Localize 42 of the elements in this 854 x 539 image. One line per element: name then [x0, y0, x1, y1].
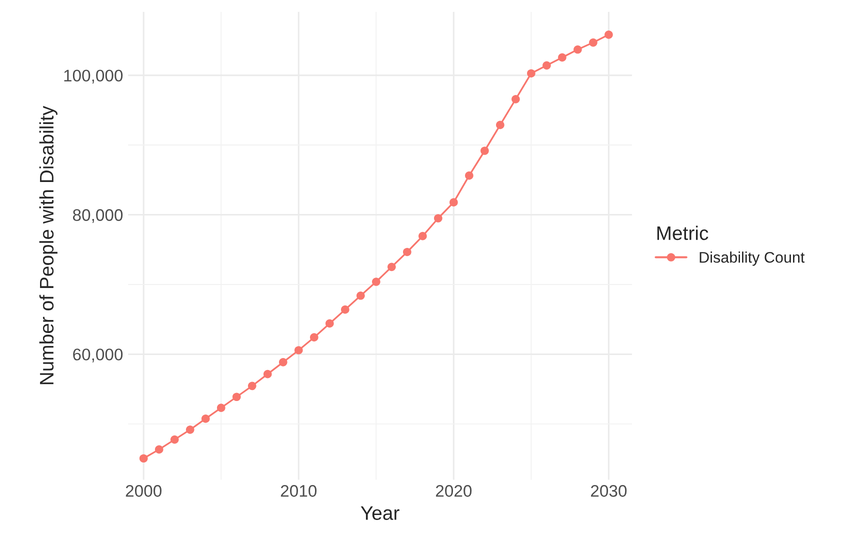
point — [356, 291, 365, 300]
point — [154, 445, 164, 454]
point — [465, 171, 474, 180]
point — [216, 404, 226, 412]
point — [604, 30, 613, 39]
point — [450, 198, 458, 207]
point — [186, 425, 194, 434]
x-tick-label: 2030 — [591, 485, 627, 497]
point — [201, 414, 210, 423]
legend-label: Disability Count — [700, 252, 805, 266]
y-tick-label: 60,000 — [73, 348, 123, 362]
point — [512, 94, 520, 104]
point — [387, 262, 396, 272]
point — [232, 392, 241, 402]
point — [542, 61, 551, 70]
point — [340, 305, 350, 314]
point — [418, 232, 427, 240]
point — [310, 333, 318, 342]
point — [480, 146, 489, 155]
point — [170, 435, 179, 444]
point — [139, 454, 148, 463]
point — [527, 69, 536, 78]
x-tick-label: 2000 — [126, 485, 162, 497]
point — [574, 45, 582, 54]
x-tick-label: 2020 — [436, 485, 472, 497]
y-axis-title: Number of People with Disability — [39, 106, 58, 384]
point — [278, 358, 288, 366]
y-tick-label: 100,000 — [64, 70, 123, 84]
legend-title: Metric — [657, 226, 708, 240]
point — [496, 120, 504, 130]
y-tick-label: 80,000 — [72, 209, 123, 223]
point — [294, 346, 303, 354]
point — [372, 278, 380, 286]
point — [434, 214, 442, 222]
point — [263, 370, 272, 378]
point — [248, 382, 256, 390]
point — [589, 38, 598, 47]
x-tick-label: 2010 — [280, 485, 317, 497]
point — [325, 319, 334, 328]
x-axis-title: Year — [360, 506, 400, 520]
point — [402, 248, 412, 256]
point — [558, 53, 566, 62]
